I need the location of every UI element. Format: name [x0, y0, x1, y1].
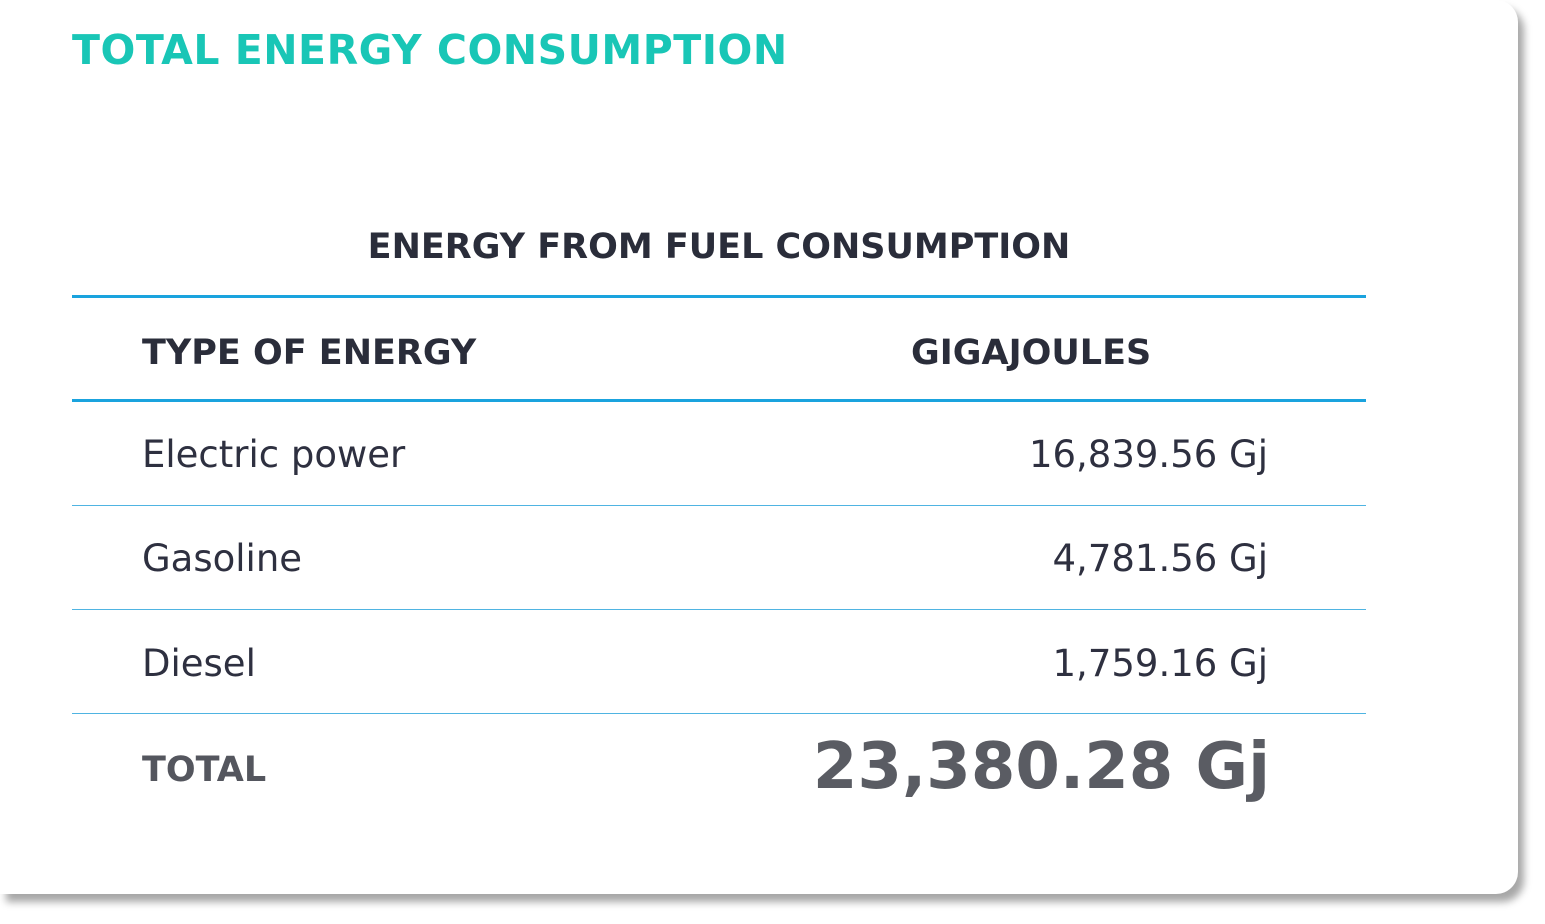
column-header-gigajoules: GIGAJOULES: [911, 333, 1152, 373]
total-label: TOTAL: [142, 750, 267, 790]
energy-card: TOTAL ENERGY CONSUMPTION ENERGY FROM FUE…: [72, 26, 1366, 804]
row-divider: [72, 609, 1366, 610]
table-caption: ENERGY FROM FUEL CONSUMPTION: [367, 227, 1071, 267]
row-type: Gasoline: [142, 537, 303, 580]
header-top-rule: [72, 295, 1366, 298]
column-header-type: TYPE OF ENERGY: [142, 333, 477, 373]
row-value: 16,839.56 Gj: [1028, 433, 1268, 476]
row-divider: [72, 713, 1366, 714]
row-value: 4,781.56 Gj: [1052, 537, 1268, 580]
header-bottom-rule: [72, 399, 1366, 402]
total-value: 23,380.28 Gj: [812, 730, 1270, 804]
row-divider: [72, 505, 1366, 506]
page-title: TOTAL ENERGY CONSUMPTION: [72, 26, 788, 74]
row-type: Electric power: [142, 433, 406, 476]
row-type: Diesel: [142, 642, 256, 685]
row-value: 1,759.16 Gj: [1052, 642, 1268, 685]
